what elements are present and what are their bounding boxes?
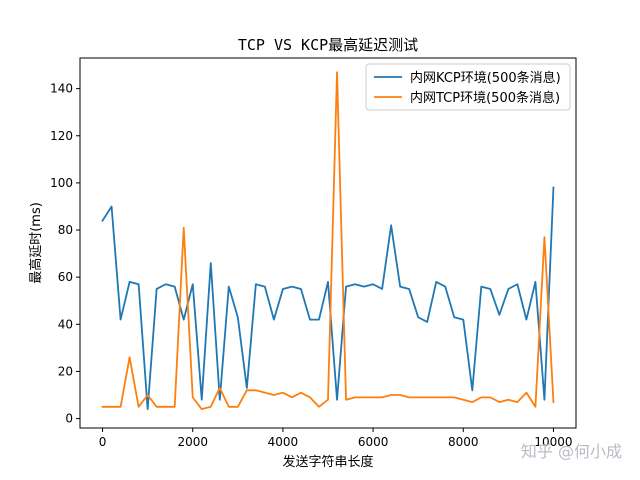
x-tick-label: 0	[99, 435, 107, 449]
x-tick-label: 6000	[358, 435, 389, 449]
x-axis-title: 发送字符串长度	[282, 454, 373, 470]
legend-label-1: 内网KCP环境(500条消息)	[410, 70, 561, 86]
y-tick-label: 0	[65, 412, 73, 426]
legend: 内网KCP环境(500条消息) 内网TCP环境(500条消息)	[365, 63, 571, 111]
y-tick-label: 60	[58, 270, 73, 284]
legend-label-2: 内网TCP环境(500条消息)	[410, 90, 560, 106]
x-tick-label: 2000	[177, 435, 208, 449]
legend-box	[365, 63, 571, 111]
y-tick-label: 140	[50, 82, 73, 96]
y-tick-label: 20	[58, 364, 73, 378]
watermark: 知乎 @何小成	[520, 442, 622, 461]
x-tick-label: 4000	[268, 435, 299, 449]
y-tick-label: 40	[58, 317, 73, 331]
y-axis-title: 最高延时(ms)	[28, 202, 44, 284]
plot-area: 0 2000 4000 6000 8000 10000 0 20 40 60 80 100 120 140	[50, 57, 577, 449]
x-tick-label: 10000	[534, 435, 572, 449]
chart-title: TCP VS KCP最高延迟测试	[238, 36, 418, 54]
y-tick-label: 100	[50, 176, 73, 190]
series-line-1	[101, 186, 555, 411]
axes-frame	[79, 57, 577, 429]
series-line-2	[101, 71, 555, 411]
y-tick-label: 120	[50, 129, 73, 143]
x-tick-label: 8000	[448, 435, 479, 449]
y-tick-label: 80	[58, 223, 73, 237]
